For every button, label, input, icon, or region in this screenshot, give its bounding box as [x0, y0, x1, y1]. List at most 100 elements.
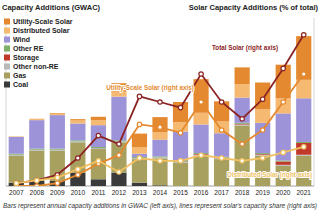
plot-area	[9, 33, 312, 186]
legend-swatch	[4, 37, 10, 43]
y2-axis-title: Solar Capacity Additions (% of total)	[189, 3, 319, 12]
bar	[9, 136, 24, 137]
line-marker	[199, 100, 203, 104]
line-marker	[117, 170, 121, 174]
line	[16, 35, 303, 183]
line-marker	[76, 156, 80, 160]
line-marker	[158, 159, 162, 163]
bar	[152, 158, 167, 185]
bar	[235, 125, 250, 126]
x-tick-label: 2019	[255, 189, 270, 196]
line-marker	[14, 181, 18, 185]
line-marker	[240, 142, 244, 146]
bar	[50, 149, 65, 150]
x-tick-label: 2007	[9, 189, 24, 196]
bar	[132, 134, 147, 147]
bar	[296, 155, 311, 156]
bar	[152, 117, 167, 132]
x-tick-label: 2009	[50, 189, 65, 196]
line-marker	[137, 122, 141, 126]
bar	[173, 132, 188, 161]
bar	[296, 142, 311, 143]
line-marker	[302, 72, 306, 76]
bar	[255, 153, 270, 154]
legend-swatch	[4, 73, 10, 79]
bar	[276, 160, 291, 161]
bar	[91, 120, 106, 125]
bar	[132, 147, 147, 154]
legend-swatch	[4, 28, 10, 34]
line-marker	[35, 178, 39, 182]
line-marker	[281, 66, 285, 70]
line-marker	[260, 156, 264, 160]
x-tick-label: 2017	[214, 189, 229, 196]
line-marker	[14, 181, 18, 185]
bar	[70, 142, 85, 172]
bar	[173, 102, 188, 122]
bar	[235, 123, 250, 125]
legend-swatch	[4, 82, 10, 88]
legend-swatch	[4, 46, 10, 52]
bar	[70, 173, 85, 186]
line-marker	[55, 181, 59, 185]
line-label: Distributed Solar (right axis)	[227, 171, 312, 179]
bar	[91, 179, 106, 186]
bar	[214, 133, 229, 157]
legend-label: Coal	[13, 81, 28, 88]
x-tick-label: 2008	[30, 189, 45, 196]
bar	[70, 124, 85, 141]
y2-axis	[314, 18, 315, 186]
bar	[152, 132, 167, 139]
line-marker	[158, 100, 162, 104]
line-marker	[117, 153, 121, 157]
bar	[29, 149, 44, 150]
line-marker	[219, 156, 223, 160]
legend: Utility-Scale SolarDistributed SolarWind…	[4, 18, 73, 88]
bar	[152, 157, 167, 158]
line-marker	[281, 150, 285, 154]
bar	[70, 141, 85, 142]
bar	[91, 147, 106, 148]
line-marker	[302, 145, 306, 149]
bar	[296, 98, 311, 142]
legend-label: Other RE	[13, 45, 44, 52]
y-axis	[6, 18, 7, 186]
line-marker	[302, 33, 306, 37]
bar	[193, 156, 208, 186]
bar	[276, 165, 291, 166]
line-marker	[76, 173, 80, 177]
line-marker	[137, 94, 141, 98]
line-marker	[178, 131, 182, 135]
legend-swatch	[4, 64, 10, 70]
bar	[276, 98, 291, 113]
x-tick-label: 2011	[91, 189, 105, 196]
bar	[70, 119, 85, 120]
bar	[235, 123, 250, 124]
bar	[111, 92, 126, 97]
x-tick-label: 2020	[276, 189, 291, 196]
line-marker	[281, 100, 285, 104]
line-label: Utility-Scale Solar (right axis)	[106, 84, 193, 92]
line-marker	[219, 100, 223, 104]
bar	[132, 183, 147, 186]
bar	[9, 154, 24, 155]
x-tick-label: 2014	[153, 189, 168, 196]
bar	[29, 119, 44, 120]
bar	[9, 154, 24, 155]
line-marker	[117, 142, 121, 146]
footnote: Bars represent annual capacity additions…	[3, 202, 317, 210]
bar	[29, 151, 44, 181]
legend-label: Storage	[13, 54, 39, 62]
bar	[255, 123, 270, 153]
line-marker	[219, 128, 223, 132]
bar	[70, 120, 85, 123]
bar	[29, 118, 44, 119]
legend-swatch	[4, 55, 10, 61]
bar	[235, 98, 250, 123]
legend-label: Gas	[13, 72, 26, 79]
x-tick-label: 2021	[296, 189, 311, 196]
bar	[9, 136, 24, 137]
line-marker	[96, 133, 100, 137]
bar	[193, 125, 208, 154]
y-axis-title: Capacity Additions (GWAC)	[2, 3, 101, 12]
